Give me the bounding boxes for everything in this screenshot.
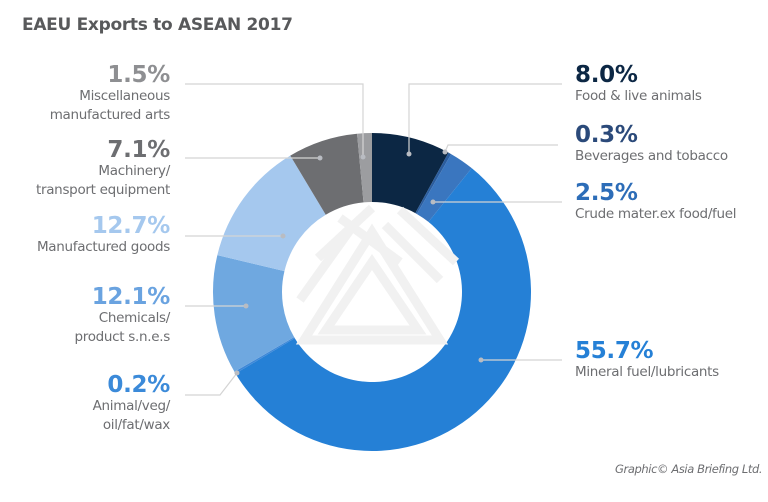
donut-slice-manufactured-goods: [217, 155, 326, 272]
label-chemicals-desc-2: product s.n.e.s: [74, 329, 170, 345]
leader-beverages: [444, 144, 558, 153]
label-machinery: 7.1% Machinery/ transport equipment: [36, 139, 170, 200]
label-mineral-desc: Mineral fuel/lubricants: [575, 364, 719, 380]
label-beverages: 0.3% Beverages and tobacco: [575, 124, 728, 166]
donut-slice-animal-veg-oil-fat-wax: [234, 337, 295, 374]
label-animal-desc-2: oil/fat/wax: [102, 417, 170, 433]
donut-slice-crude-mater-ex-food-fuel: [416, 154, 472, 222]
label-manufactured: 12.7% Manufactured goods: [37, 215, 170, 257]
leader-lines: [185, 83, 562, 396]
label-crude: 2.5% Crude mater.ex food/fuel: [575, 180, 737, 224]
chart-title: EAEU Exports to ASEAN 2017: [22, 15, 293, 35]
donut-slice-beverages-and-tobacco: [415, 152, 452, 214]
label-crude-pct: 2.5%: [575, 180, 638, 206]
label-manufactured-desc: Manufactured goods: [36, 239, 170, 255]
label-chemicals-pct: 12.1%: [91, 284, 171, 310]
label-misc: 1.5% Miscellaneous manufactured arts: [49, 62, 171, 125]
donut-slice-machinery-transport-equipment: [290, 133, 364, 215]
donut-slice-food-live-animals: [372, 133, 449, 214]
label-misc-desc-2: manufactured arts: [49, 107, 171, 123]
label-beverages-pct: 0.3%: [575, 122, 638, 148]
label-animal: 0.2% Animal/veg/ oil/fat/wax: [92, 372, 171, 435]
donut-slice-chemicals-product-s-n-e-s: [212, 255, 295, 372]
label-manufactured-pct: 12.7%: [91, 213, 171, 239]
donut-slice-mineral-fuel-lubricants: [235, 168, 532, 452]
label-misc-pct: 1.5%: [107, 62, 170, 88]
leader-dots: [234, 149, 484, 376]
label-beverages-desc: Beverages and tobacco: [575, 148, 728, 164]
label-food-pct: 8.0%: [575, 62, 638, 88]
label-animal-pct: 0.2%: [107, 372, 170, 398]
label-chemicals-desc-1: Chemicals/: [98, 310, 171, 326]
leader-animal: [185, 372, 238, 396]
center-watermark: [295, 204, 460, 345]
graphic-credit: Graphic© Asia Briefing Ltd.: [615, 462, 763, 476]
label-mineral-pct: 55.7%: [575, 338, 654, 364]
donut-slice-miscellaneous-manufactured-arts: [357, 133, 372, 203]
donut-slices: [212, 133, 532, 452]
label-food-desc: Food & live animals: [575, 88, 702, 104]
label-machinery-desc-1: Machinery/: [98, 163, 170, 179]
label-animal-desc-1: Animal/veg/: [92, 398, 171, 414]
label-food: 8.0% Food & live animals: [575, 64, 702, 106]
label-chemicals: 12.1% Chemicals/ product s.n.e.s: [74, 286, 170, 347]
leader-misc: [185, 83, 364, 157]
label-misc-desc-1: Miscellaneous: [79, 88, 170, 104]
label-machinery-desc-2: transport equipment: [35, 182, 170, 198]
label-mineral: 55.7% Mineral fuel/lubricants: [575, 340, 719, 382]
label-machinery-pct: 7.1%: [107, 137, 170, 163]
label-crude-desc: Crude mater.ex food/fuel: [575, 206, 737, 222]
leader-food: [408, 83, 562, 154]
